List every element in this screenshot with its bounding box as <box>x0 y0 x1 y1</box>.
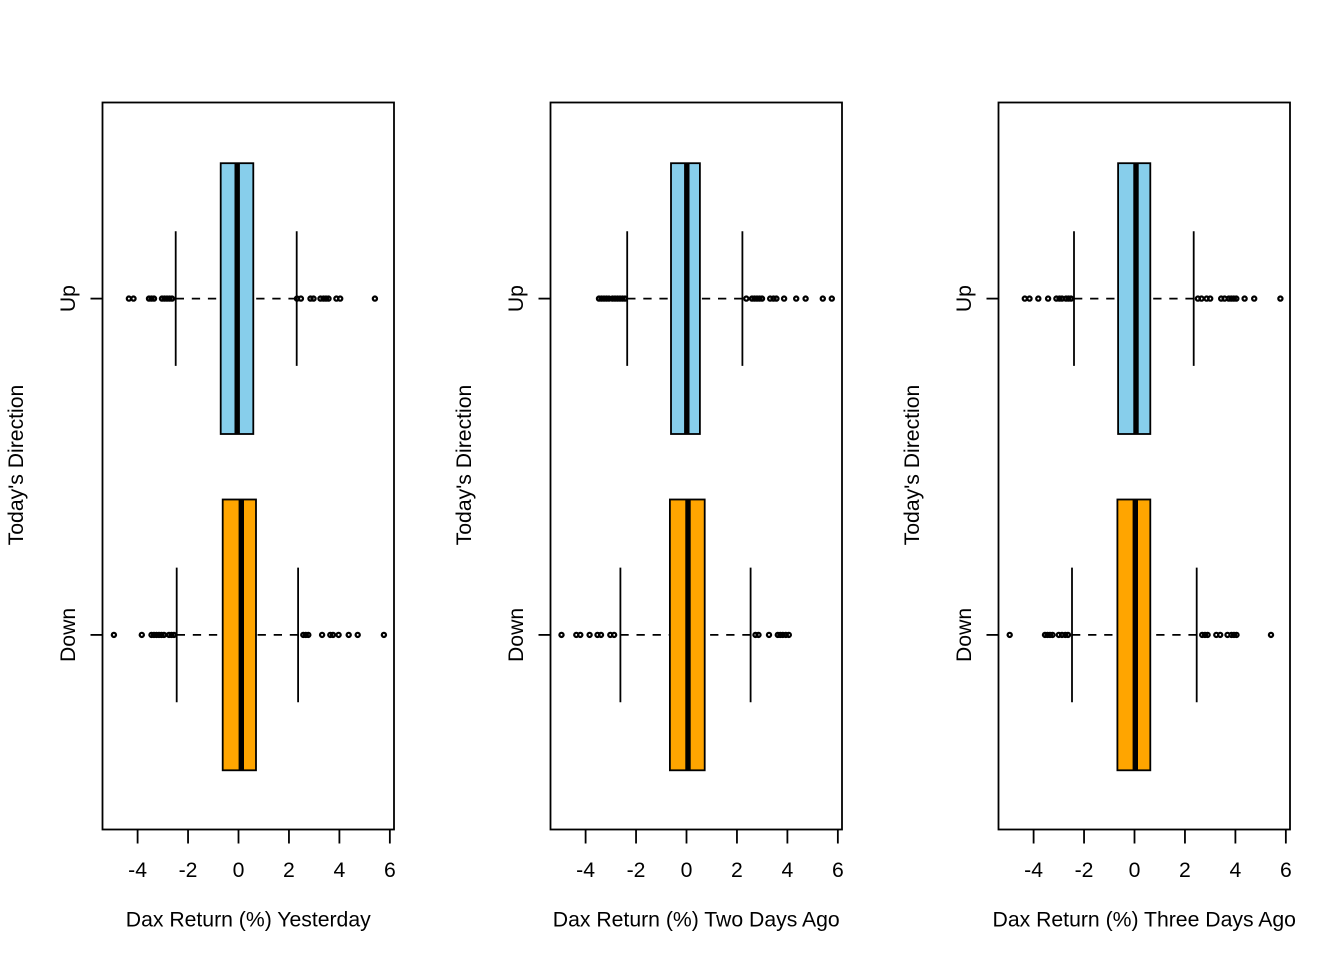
svg-text:Today's Direction: Today's Direction <box>901 385 924 546</box>
svg-text:-2: -2 <box>627 859 646 882</box>
svg-text:Up: Up <box>505 285 528 312</box>
svg-text:0: 0 <box>1129 859 1141 882</box>
svg-text:Down: Down <box>57 608 80 662</box>
svg-text:Dax Return (%) Yesterday: Dax Return (%) Yesterday <box>126 909 371 932</box>
svg-text:-4: -4 <box>1024 859 1043 882</box>
svg-text:-2: -2 <box>1075 859 1094 882</box>
svg-text:Today's Direction: Today's Direction <box>5 385 28 546</box>
svg-text:4: 4 <box>334 859 346 882</box>
svg-text:4: 4 <box>782 859 794 882</box>
svg-text:6: 6 <box>1280 859 1292 882</box>
svg-text:Up: Up <box>57 285 80 312</box>
svg-text:-2: -2 <box>179 859 198 882</box>
svg-text:2: 2 <box>1179 859 1191 882</box>
svg-text:Up: Up <box>953 285 976 312</box>
svg-text:2: 2 <box>731 859 743 882</box>
svg-text:2: 2 <box>283 859 295 882</box>
svg-text:Down: Down <box>953 608 976 662</box>
svg-text:6: 6 <box>832 859 844 882</box>
svg-text:6: 6 <box>384 859 396 882</box>
svg-text:4: 4 <box>1230 859 1242 882</box>
svg-text:Dax Return (%) Two Days Ago: Dax Return (%) Two Days Ago <box>553 909 840 932</box>
svg-text:Dax Return (%) Three Days Ago: Dax Return (%) Three Days Ago <box>993 909 1296 932</box>
svg-text:-4: -4 <box>128 859 147 882</box>
svg-text:0: 0 <box>233 859 245 882</box>
svg-text:-4: -4 <box>576 859 595 882</box>
svg-text:0: 0 <box>681 859 693 882</box>
svg-text:Down: Down <box>505 608 528 662</box>
svg-text:Today's Direction: Today's Direction <box>453 385 476 546</box>
